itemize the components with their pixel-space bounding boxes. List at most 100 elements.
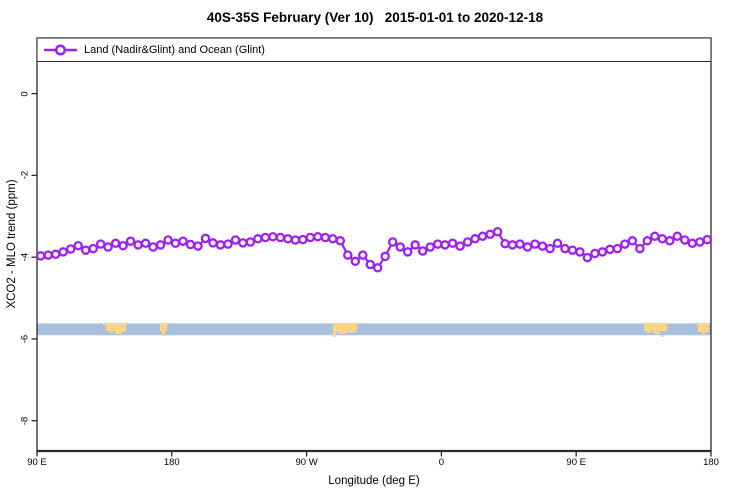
land-patch-south-america xyxy=(333,323,357,332)
land-patch-new-zealand xyxy=(162,331,165,336)
data-point-marker xyxy=(178,236,188,246)
data-point-marker xyxy=(193,241,203,251)
data-point-marker xyxy=(575,247,585,257)
data-point-marker xyxy=(65,244,76,254)
data-point-marker xyxy=(522,242,533,252)
y-axis-title: XCO2 - MLO trend (ppm) xyxy=(6,179,18,309)
data-point-marker xyxy=(597,247,608,257)
data-point-marker xyxy=(50,249,61,260)
y-tick-label: 0 xyxy=(19,90,31,97)
land-patch-new-zealand-repeat xyxy=(706,330,708,332)
data-point-marker xyxy=(687,238,698,249)
data-point-marker xyxy=(185,239,196,250)
land-patch-australia xyxy=(123,331,125,332)
land-patch-australia-repeat xyxy=(653,331,660,334)
data-point-marker xyxy=(305,232,316,243)
data-point-marker xyxy=(702,234,713,245)
data-point-marker xyxy=(253,234,263,244)
land-patch-australia xyxy=(103,324,105,326)
data-point-marker xyxy=(343,250,353,260)
data-point-marker xyxy=(328,234,338,244)
data-point-marker xyxy=(358,250,368,260)
data-point-marker xyxy=(447,238,458,249)
data-point-marker xyxy=(410,240,420,250)
land-patch-australia-repeat xyxy=(644,323,667,331)
data-point-marker xyxy=(320,232,331,243)
data-point-marker xyxy=(290,235,301,245)
data-point-marker xyxy=(80,245,91,255)
data-point-marker xyxy=(133,240,143,250)
land-patch-australia xyxy=(106,323,126,331)
data-point-marker xyxy=(672,231,683,242)
data-point-marker xyxy=(485,229,495,240)
land-patch-new-zealand xyxy=(160,323,167,331)
data-point-marker xyxy=(260,232,271,243)
x-tick-label: 90 W xyxy=(295,457,318,468)
data-point-marker xyxy=(208,238,218,248)
data-point-marker xyxy=(695,237,705,247)
land-patch-south-america xyxy=(349,332,354,333)
data-point-marker xyxy=(110,238,121,249)
data-point-marker xyxy=(118,240,128,251)
data-point-marker xyxy=(507,240,518,250)
data-point-marker xyxy=(642,236,653,246)
legend-box xyxy=(36,37,712,62)
data-point-marker xyxy=(590,248,600,259)
data-point-marker xyxy=(35,251,46,261)
data-point-marker xyxy=(215,240,226,250)
data-point-marker xyxy=(365,259,376,270)
data-point-marker xyxy=(268,231,278,242)
data-point-marker xyxy=(58,247,68,257)
data-point-marker xyxy=(455,241,465,251)
data-point-marker xyxy=(140,238,151,249)
data-point-marker xyxy=(298,234,308,245)
land-patch-south-america xyxy=(333,332,336,337)
data-point-marker xyxy=(103,242,113,252)
data-point-marker xyxy=(612,243,623,254)
data-point-marker xyxy=(657,234,668,244)
data-point-marker xyxy=(530,239,540,249)
data-point-marker xyxy=(665,236,675,246)
legend-label: Land (Nadir&Glint) and Ocean (Glint) xyxy=(84,44,265,56)
data-point-marker xyxy=(335,236,346,246)
data-point-marker xyxy=(275,232,286,243)
data-point-marker xyxy=(650,231,660,242)
data-point-marker xyxy=(417,246,428,256)
data-point-marker xyxy=(552,238,563,249)
x-tick-label: 90 E xyxy=(566,457,586,468)
data-point-marker xyxy=(620,239,630,249)
data-point-marker xyxy=(492,227,503,237)
legend-marker-icon xyxy=(54,44,67,56)
data-point-marker xyxy=(432,239,443,249)
land-patch-australia xyxy=(115,331,122,334)
data-point-marker xyxy=(148,242,158,252)
data-point-marker xyxy=(560,243,570,254)
data-point-marker xyxy=(425,242,435,252)
x-axis-title: Longitude (deg E) xyxy=(328,475,420,487)
data-point-marker xyxy=(163,235,173,245)
data-point-marker xyxy=(245,237,256,247)
data-point-marker xyxy=(515,239,525,249)
data-point-marker xyxy=(43,250,53,260)
land-patch-new-zealand-repeat xyxy=(698,323,709,332)
land-patch-australia-repeat xyxy=(647,331,651,333)
data-point-marker xyxy=(223,239,233,249)
data-point-marker xyxy=(470,234,480,244)
data-point-marker xyxy=(627,236,638,246)
data-point-marker xyxy=(155,240,166,250)
data-point-marker xyxy=(95,239,106,249)
data-point-marker xyxy=(402,247,413,257)
data-point-marker xyxy=(440,240,450,250)
y-tick-label: -2 xyxy=(19,171,31,180)
data-point-marker xyxy=(477,231,488,242)
data-point-marker xyxy=(170,238,181,249)
data-point-marker xyxy=(380,251,390,262)
land-patch-new-zealand-repeat xyxy=(702,332,705,336)
data-point-marker xyxy=(395,242,405,252)
data-point-marker xyxy=(200,233,211,244)
data-point-marker xyxy=(230,235,241,245)
x-tick-label: 180 xyxy=(163,457,180,468)
data-point-marker xyxy=(582,252,593,263)
